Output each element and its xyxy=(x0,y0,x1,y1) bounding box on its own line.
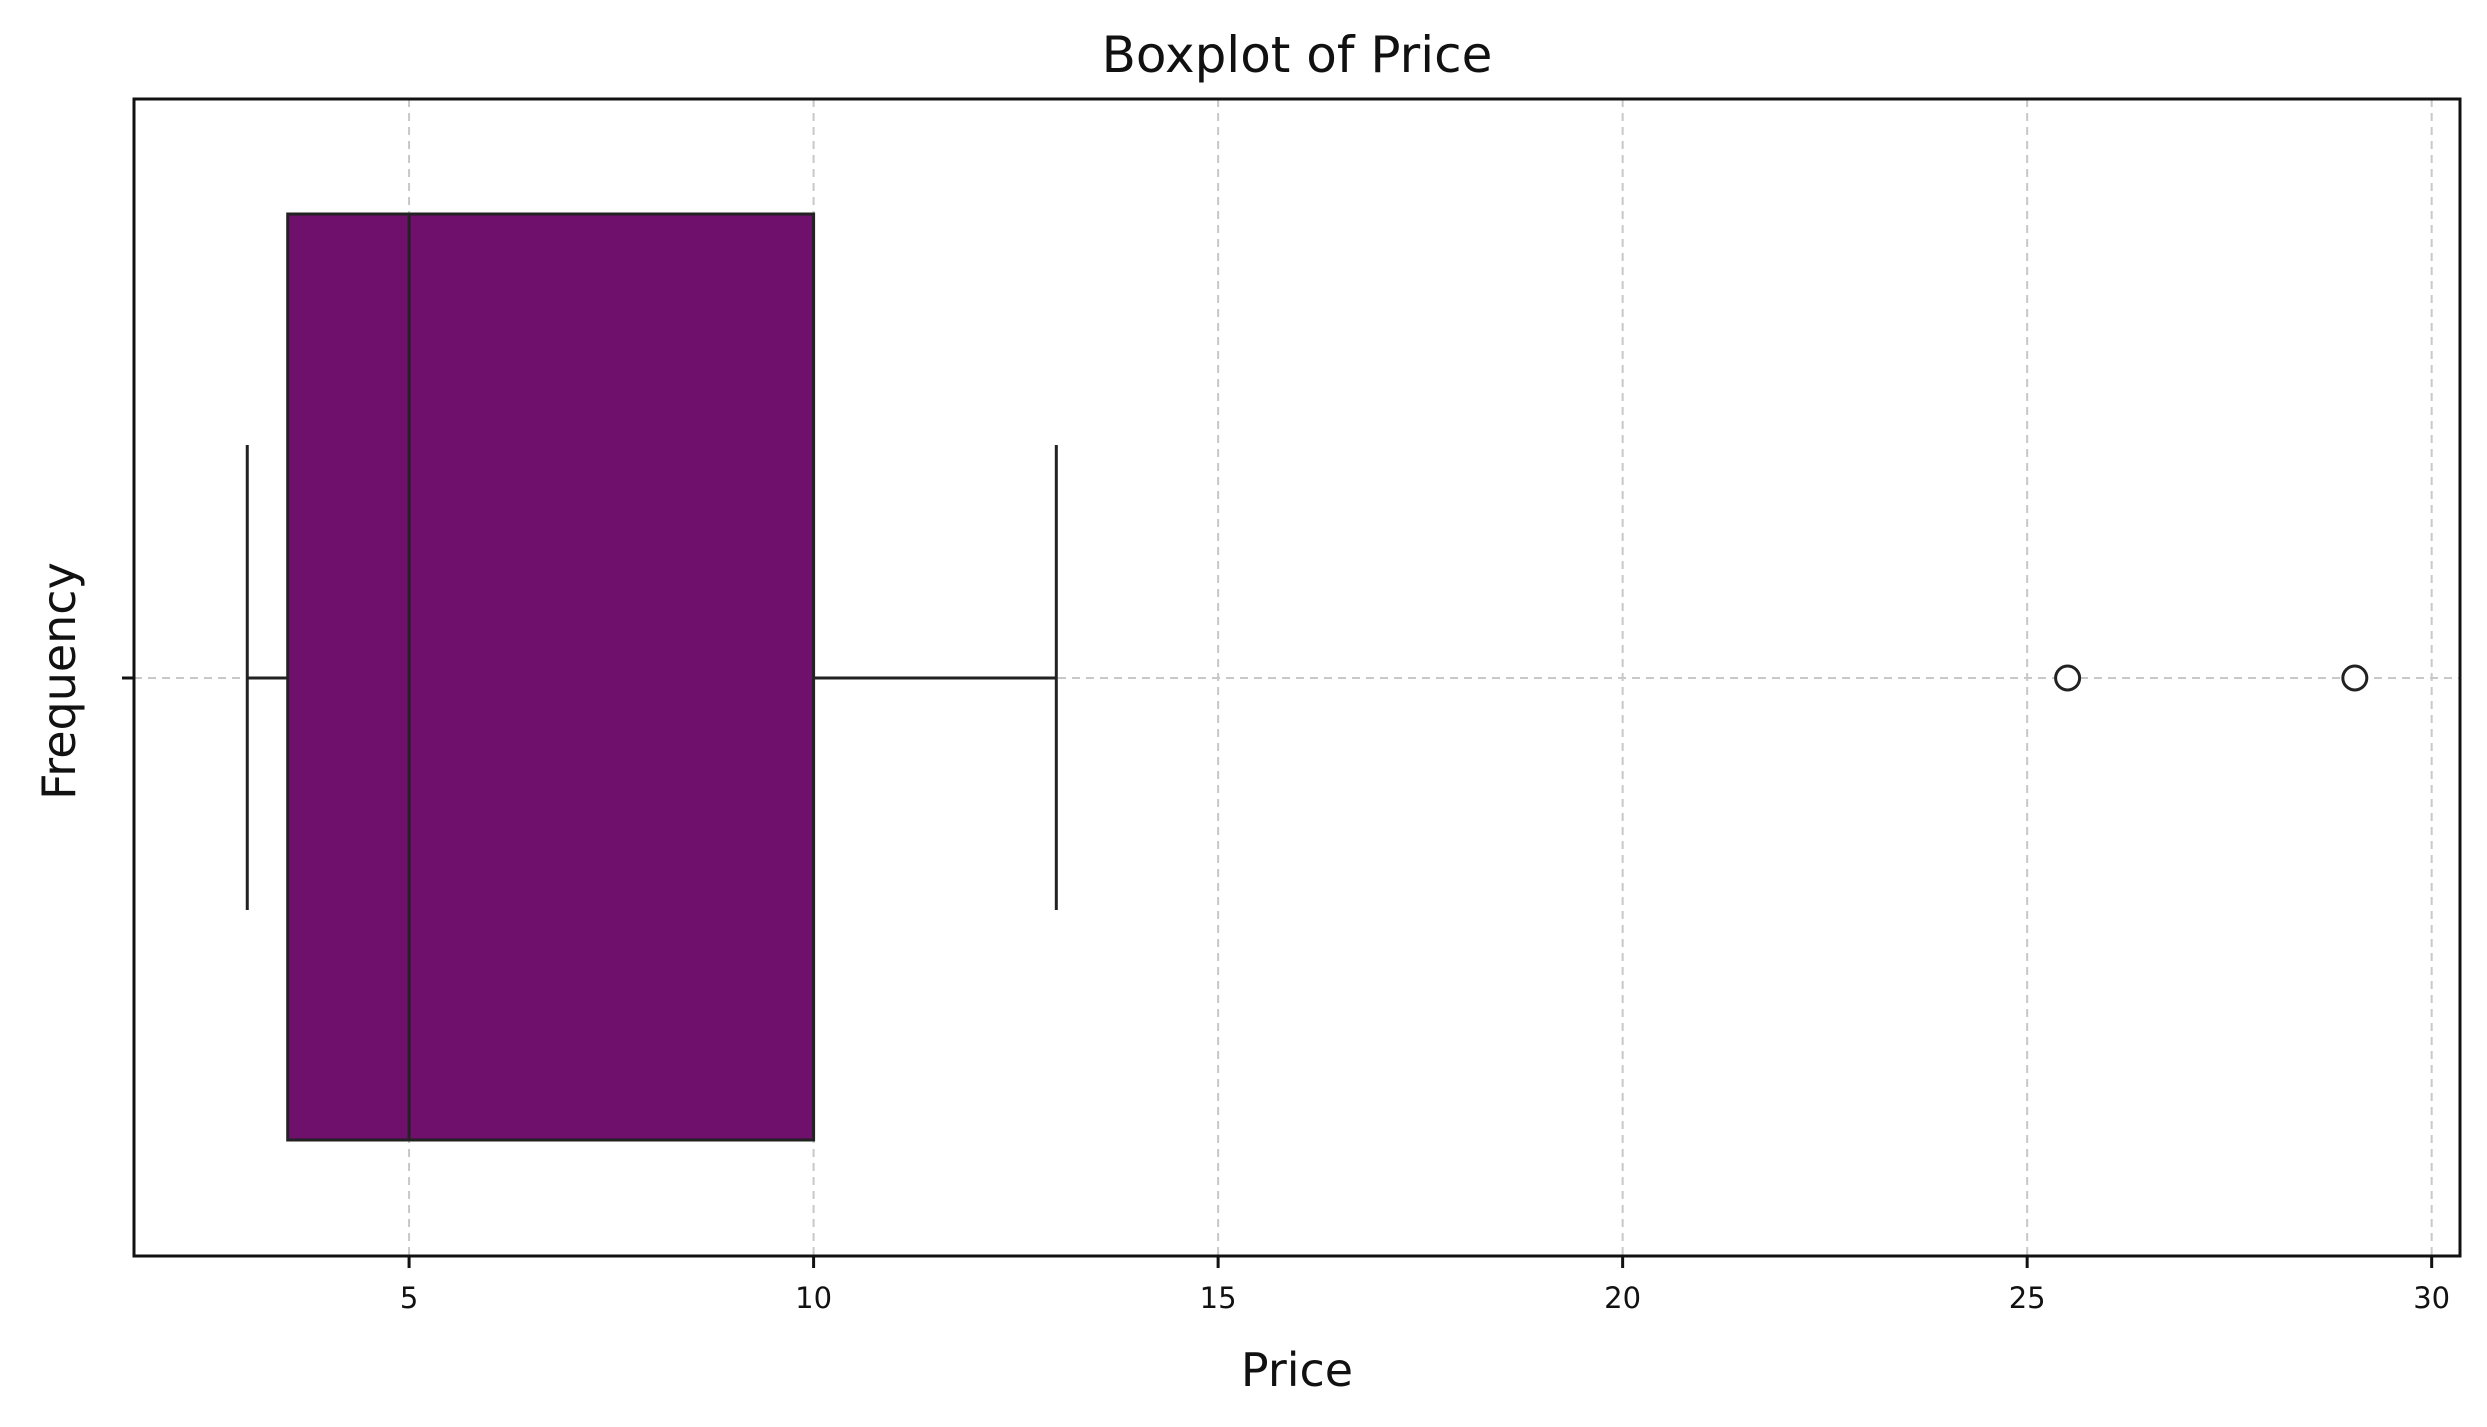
y-axis-label: Frequency xyxy=(32,562,86,800)
x-axis-tick-label: 30 xyxy=(2413,1281,2450,1315)
x-axis-tick-label: 25 xyxy=(2009,1281,2046,1315)
chart-title: Boxplot of Price xyxy=(1102,26,1493,84)
outlier-point xyxy=(2054,664,2082,692)
x-axis-tick-label: 15 xyxy=(1200,1281,1237,1315)
x-axis-label: Price xyxy=(1241,1343,1353,1397)
outlier-point xyxy=(2341,664,2369,692)
x-axis-tick-label: 20 xyxy=(1604,1281,1641,1315)
x-axis-ticks: 5 10 15 20 25 30 xyxy=(122,676,2450,1315)
boxplot-group xyxy=(245,212,2369,1142)
x-axis-tick-label: 5 xyxy=(400,1281,418,1315)
interquartile-box xyxy=(286,212,816,1142)
x-axis-tick-label: 10 xyxy=(795,1281,832,1315)
